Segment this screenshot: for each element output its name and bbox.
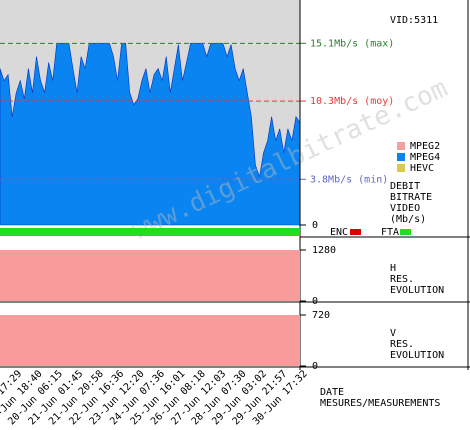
reference-label: 10.3Mb/s (moy) <box>310 96 394 107</box>
y-tick-label: 0 <box>312 220 318 231</box>
y-tick-label: 720 <box>312 310 330 321</box>
enc-swatch <box>350 229 361 235</box>
encryption-bar <box>0 228 300 236</box>
legend-label: MPEG4 <box>410 152 440 163</box>
legend-swatch <box>397 153 405 161</box>
fta-swatch <box>400 229 411 235</box>
legend-swatch <box>397 164 405 172</box>
reference-label: 3.8Mb/s (min) <box>310 174 388 185</box>
resolution-bar <box>0 315 300 366</box>
enc-label: ENC <box>330 227 348 238</box>
axis-title: V RES. EVOLUTION <box>390 328 444 361</box>
reference-label: 15.1Mb/s (max) <box>310 38 394 49</box>
resolution-bar <box>0 250 300 301</box>
legend-label: MPEG2 <box>410 141 440 152</box>
legend-label: HEVC <box>410 163 434 174</box>
fta-label: FTA <box>381 227 399 238</box>
y-tick-label: 0 <box>312 361 318 372</box>
axis-title: H RES. EVOLUTION <box>390 263 444 296</box>
legend-swatch <box>397 142 405 150</box>
axis-title: DATE MESURES/MEASUREMENTS <box>320 387 440 409</box>
y-tick-label: 0 <box>312 296 318 307</box>
id-label: VID:5311 <box>390 15 438 26</box>
y-tick-label: 1280 <box>312 245 336 256</box>
axis-title: DEBIT BITRATE VIDEO (Mb/s) <box>390 181 432 225</box>
